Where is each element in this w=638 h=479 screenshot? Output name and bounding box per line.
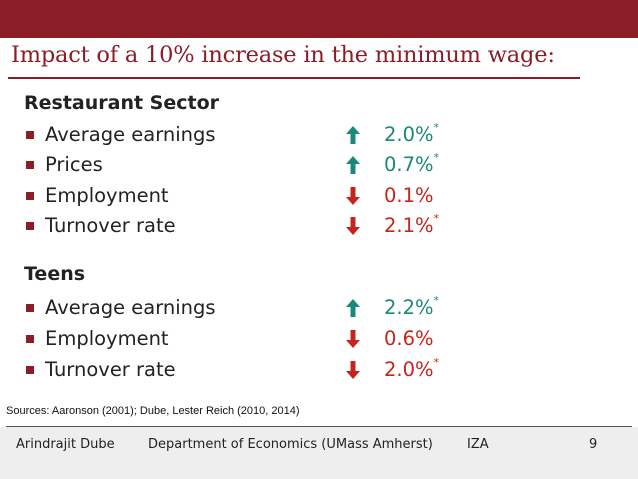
value-number: 0.1% (384, 184, 434, 207)
value-number: 2.0% (384, 358, 434, 381)
list-item: Average earnings 2.0%* (0, 121, 638, 153)
list-item: Employment 0.1% (0, 184, 638, 214)
slide-title: Impact of a 10% increase in the minimum … (11, 42, 555, 68)
footer-bar: Arindrajit Dube Department of Economics … (0, 427, 638, 479)
footer-department: Department of Economics (UMass Amherst) (148, 437, 433, 452)
arrow-down-icon (346, 330, 360, 348)
item-value: 2.1%* (384, 212, 440, 237)
item-label: Average earnings (45, 296, 216, 319)
square-bullet-icon (26, 161, 34, 169)
value-number: 0.6% (384, 327, 434, 350)
page-number: 9 (589, 437, 598, 452)
footer-author: Arindrajit Dube (16, 437, 115, 452)
top-banner (0, 0, 638, 38)
title-underline (8, 77, 580, 79)
square-bullet-icon (26, 131, 34, 139)
footer-divider (6, 426, 632, 427)
item-label: Employment (45, 184, 169, 207)
list-item: Prices 0.7%* (0, 151, 638, 183)
sources-note: Sources: Aaronson (2001); Dube, Lester R… (6, 405, 300, 417)
section-heading: Restaurant Sector (24, 92, 220, 114)
square-bullet-icon (26, 192, 34, 200)
item-value: 2.2%* (384, 294, 440, 319)
item-value: 0.7%* (384, 151, 440, 176)
value-number: 2.0% (384, 123, 434, 146)
footer-org: IZA (467, 437, 489, 452)
significance-mark: * (433, 294, 440, 307)
value-number: 2.2% (384, 296, 434, 319)
square-bullet-icon (26, 304, 34, 312)
arrow-up-icon (346, 126, 360, 144)
item-label: Prices (45, 153, 103, 176)
arrow-down-icon (346, 187, 360, 205)
item-value: 0.1% (384, 184, 434, 207)
significance-mark: * (433, 356, 440, 369)
item-label: Average earnings (45, 123, 216, 146)
arrow-up-icon (346, 156, 360, 174)
square-bullet-icon (26, 366, 34, 374)
item-value: 2.0%* (384, 121, 440, 146)
significance-mark: * (433, 121, 440, 134)
square-bullet-icon (26, 222, 34, 230)
value-number: 0.7% (384, 153, 434, 176)
item-label: Employment (45, 327, 169, 350)
list-item: Average earnings 2.2%* (0, 294, 638, 326)
section-heading: Teens (24, 263, 86, 285)
value-number: 2.1% (384, 214, 434, 237)
arrow-down-icon (346, 361, 360, 379)
item-label: Turnover rate (45, 214, 176, 237)
square-bullet-icon (26, 335, 34, 343)
arrow-down-icon (346, 217, 360, 235)
list-item: Turnover rate 2.1%* (0, 212, 638, 244)
list-item: Turnover rate 2.0%* (0, 356, 638, 388)
significance-mark: * (433, 151, 440, 164)
significance-mark: * (433, 212, 440, 225)
item-label: Turnover rate (45, 358, 176, 381)
arrow-up-icon (346, 299, 360, 317)
list-item: Employment 0.6% (0, 327, 638, 357)
item-value: 0.6% (384, 327, 434, 350)
item-value: 2.0%* (384, 356, 440, 381)
